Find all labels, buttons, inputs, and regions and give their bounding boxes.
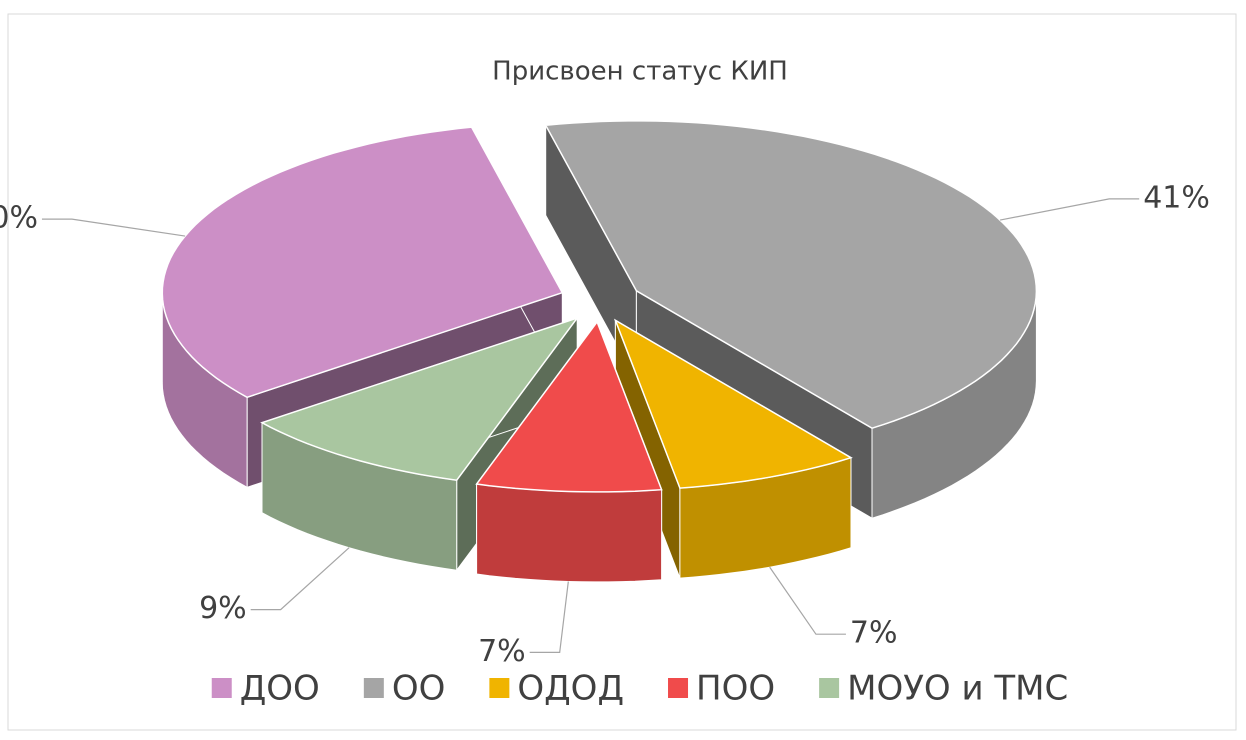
leader-line [41,218,186,237]
chart-title: Присвоен статус КИП [492,57,788,87]
slice [613,318,853,579]
leader-line [529,581,569,653]
leader-line [769,566,846,635]
legend-swatch [211,678,232,698]
slice [475,320,663,583]
legend-label: ПОО [696,669,775,709]
leader-line [250,547,350,611]
slice-side [476,483,663,583]
legend-label: ОО [392,669,446,709]
slice-top [161,126,564,399]
slice-top [260,316,580,482]
legend-swatch [668,678,689,698]
slice-top [613,318,853,489]
legend-swatch [819,678,840,698]
data-label: 41% [1143,180,1210,215]
legend-label: МОУО и ТМС [847,669,1068,709]
legend-swatch [363,678,384,698]
slice-top [475,320,663,493]
data-label: 9% [199,591,247,626]
legend-swatch [489,678,510,698]
slice-top [544,120,1038,430]
leader-line [999,198,1140,221]
data-label: 7% [850,616,898,651]
legend-label: ДОО [240,669,320,709]
data-label: 7% [478,634,526,669]
legend-label: ОДОД [517,669,624,709]
data-label: 30% [0,201,38,236]
